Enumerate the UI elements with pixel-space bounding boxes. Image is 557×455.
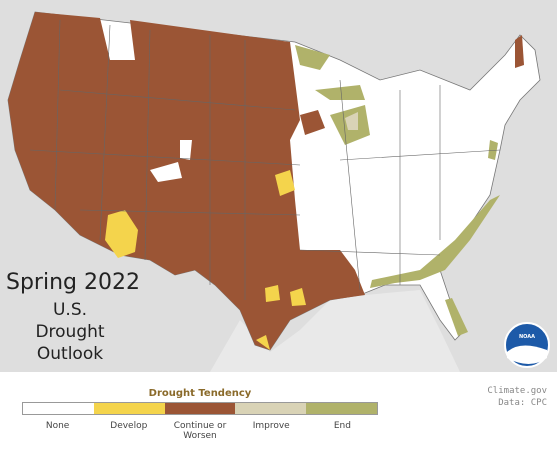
legend-label: Continue or Worsen (173, 421, 227, 441)
no-drought-area (150, 162, 182, 182)
continue-region (8, 12, 365, 350)
develop-area (105, 210, 138, 258)
logo-wave (507, 345, 547, 364)
develop-area (265, 285, 280, 302)
legend-labels: None Develop Continue or Worsen Improve End (22, 421, 378, 441)
logo-text: NOAA (519, 334, 535, 340)
develop-area (290, 288, 306, 306)
continue-area (515, 35, 524, 68)
credit: Data: CPC (498, 398, 547, 408)
credit: Climate.gov (487, 386, 547, 396)
legend-label: Develop (110, 421, 148, 431)
legend-title: Drought Tendency (148, 388, 252, 399)
continue-area (300, 110, 325, 135)
end-area (370, 195, 500, 288)
map: NOAA (0, 0, 557, 372)
legend-bar (22, 402, 378, 415)
legend-label: End (333, 421, 351, 431)
end-area (488, 140, 498, 160)
end-area (445, 298, 468, 336)
end-area (315, 85, 365, 100)
subtitle-line: Drought (35, 322, 105, 342)
legend-swatch (306, 403, 377, 414)
title: Spring 2022 (6, 270, 140, 295)
legend-label: Improve (252, 421, 290, 431)
develop-area (275, 170, 295, 196)
legend-swatch (235, 403, 307, 414)
legend-label: None (45, 421, 70, 431)
no-drought-area (180, 140, 192, 160)
legend-swatch (23, 403, 94, 414)
state-borders (29, 19, 501, 300)
subtitle-line: Outlook (36, 344, 104, 364)
legend-swatch (93, 403, 165, 414)
legend-swatch (164, 403, 236, 414)
end-area (295, 45, 330, 70)
improve-area (345, 112, 358, 130)
subtitle-line: U.S. (52, 300, 88, 320)
develop-area (256, 335, 270, 350)
gulf (210, 290, 460, 372)
